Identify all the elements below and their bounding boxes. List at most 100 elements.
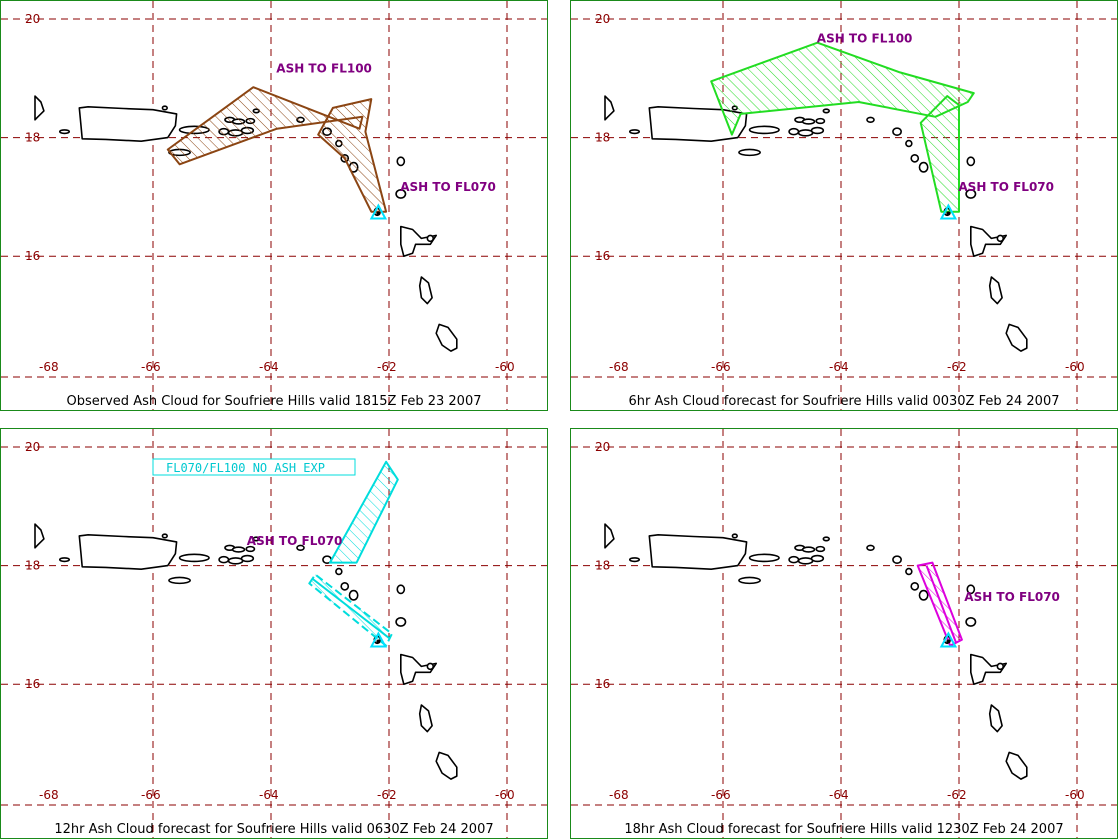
guadeloupe-coast bbox=[399, 225, 438, 257]
map-panel-forecast-6hr: -68 -66 -64 -62 -60 20 18 16 ASH TO FL100 ASH TO… bbox=[570, 0, 1118, 411]
ash-cloud-area bbox=[317, 98, 388, 213]
island bbox=[892, 555, 902, 565]
lat-tick-label: 20 bbox=[25, 440, 40, 454]
puerto-rico-coast bbox=[648, 106, 748, 142]
lon-tick-label: -60 bbox=[1065, 360, 1085, 374]
island bbox=[252, 536, 261, 542]
island bbox=[788, 127, 800, 136]
island bbox=[797, 129, 814, 137]
island bbox=[788, 555, 800, 564]
island bbox=[58, 557, 71, 563]
island bbox=[731, 533, 738, 539]
island bbox=[810, 554, 825, 563]
island bbox=[231, 546, 246, 553]
lon-tick-label: -60 bbox=[495, 360, 515, 374]
map-canvas: -68 -66 -64 -62 -60 20 18 16 ASH TO FL070 bbox=[571, 429, 1117, 838]
hispaniola-coast bbox=[604, 523, 615, 549]
map-panel-forecast-12hr: -68 -66 -64 -62 -60 20 18 16 ASH TO FL070 FL070/… bbox=[0, 428, 548, 839]
island bbox=[815, 117, 826, 125]
lat-tick-label: 16 bbox=[25, 249, 40, 263]
island bbox=[966, 156, 976, 167]
lon-tick-label: -62 bbox=[947, 360, 967, 374]
island bbox=[965, 189, 977, 199]
lon-tick-label: -68 bbox=[609, 788, 629, 802]
volcano-vent-icon bbox=[939, 631, 958, 648]
dominica-coast bbox=[988, 276, 1003, 305]
island bbox=[918, 161, 929, 173]
no-ash-expected-label: FL070/FL100 NO ASH EXP bbox=[166, 461, 325, 475]
lon-tick-label: -64 bbox=[829, 788, 849, 802]
map-canvas: -68 -66 -64 -62 -60 20 18 16 ASH TO FL070 FL070/… bbox=[1, 429, 547, 838]
martinique-coast bbox=[435, 751, 458, 780]
volcano-vent-icon bbox=[369, 203, 388, 220]
lon-tick-label: -60 bbox=[1065, 788, 1085, 802]
island bbox=[227, 557, 244, 565]
island bbox=[815, 545, 826, 553]
island bbox=[296, 544, 305, 551]
volcano-dot bbox=[946, 639, 951, 644]
lat-tick-label: 20 bbox=[595, 12, 610, 26]
island bbox=[910, 582, 920, 591]
dominica-coast bbox=[988, 704, 1003, 733]
island bbox=[348, 589, 359, 601]
map-labels: ASH TO FL100 ASH TO FL070 bbox=[817, 32, 1054, 194]
island bbox=[396, 584, 406, 595]
island bbox=[161, 105, 168, 111]
lat-tick-label: 20 bbox=[595, 440, 610, 454]
island bbox=[161, 533, 168, 539]
island bbox=[218, 555, 230, 564]
ash-level-label: ASH TO FL100 bbox=[276, 61, 372, 75]
volcano-dot bbox=[946, 211, 951, 216]
island bbox=[178, 553, 210, 563]
lon-tick-label: -66 bbox=[141, 360, 161, 374]
basemap: -68 -66 -64 -62 -60 20 18 16 bbox=[1, 429, 547, 838]
lon-tick-label: -60 bbox=[495, 788, 515, 802]
lon-tick-label: -64 bbox=[259, 360, 279, 374]
ash-level-label: ASH TO FL070 bbox=[400, 180, 496, 194]
panel-caption: 6hr Ash Cloud forecast for Soufriere Hil… bbox=[628, 394, 1060, 409]
island bbox=[996, 234, 1005, 243]
island bbox=[426, 234, 435, 243]
island bbox=[58, 129, 71, 135]
lat-tick-label: 16 bbox=[595, 677, 610, 691]
ash-level-label: ASH TO FL070 bbox=[958, 180, 1054, 194]
map-labels: ASH TO FL070 FL070/FL100 NO ASH EXP bbox=[152, 458, 356, 548]
island bbox=[240, 554, 255, 563]
basemap: -68 -66 -64 -62 -60 20 18 16 bbox=[1, 1, 547, 410]
island bbox=[738, 576, 761, 585]
island bbox=[395, 189, 407, 199]
dominica-coast bbox=[418, 276, 433, 305]
guadeloupe-coast bbox=[399, 653, 438, 685]
island bbox=[910, 154, 920, 163]
volcano-vent-icon bbox=[939, 203, 958, 220]
island bbox=[918, 589, 929, 601]
basemap: -68 -66 -64 -62 -60 20 18 16 bbox=[571, 1, 1117, 410]
puerto-rico-coast bbox=[78, 106, 178, 142]
martinique-coast bbox=[435, 323, 458, 352]
lon-tick-label: -66 bbox=[141, 788, 161, 802]
lat-tick-label: 16 bbox=[25, 677, 40, 691]
lat-tick-label: 18 bbox=[25, 559, 40, 573]
map-labels: ASH TO FL100 ASH TO FL070 bbox=[276, 61, 496, 194]
island bbox=[892, 127, 902, 137]
island bbox=[395, 617, 407, 627]
martinique-coast bbox=[1005, 323, 1028, 352]
volcano-vent-icon bbox=[369, 631, 388, 648]
ash-cloud-overlay bbox=[710, 41, 975, 220]
island bbox=[866, 116, 875, 123]
island bbox=[866, 544, 875, 551]
lon-tick-label: -64 bbox=[259, 788, 279, 802]
no-ash-expected-box bbox=[152, 458, 356, 476]
lon-tick-label: -68 bbox=[609, 360, 629, 374]
ash-cloud-overlay bbox=[166, 86, 388, 220]
lon-tick-label: -66 bbox=[711, 788, 731, 802]
martinique-coast bbox=[1005, 751, 1028, 780]
lon-tick-label: -68 bbox=[39, 788, 59, 802]
map-panel-forecast-18hr: -68 -66 -64 -62 -60 20 18 16 ASH TO FL070 18hr … bbox=[570, 428, 1118, 839]
guadeloupe-coast bbox=[969, 653, 1008, 685]
lon-tick-label: -62 bbox=[377, 788, 397, 802]
lat-tick-label: 18 bbox=[595, 559, 610, 573]
puerto-rico-coast bbox=[78, 534, 178, 570]
lon-tick-label: -64 bbox=[829, 360, 849, 374]
island bbox=[801, 118, 816, 125]
